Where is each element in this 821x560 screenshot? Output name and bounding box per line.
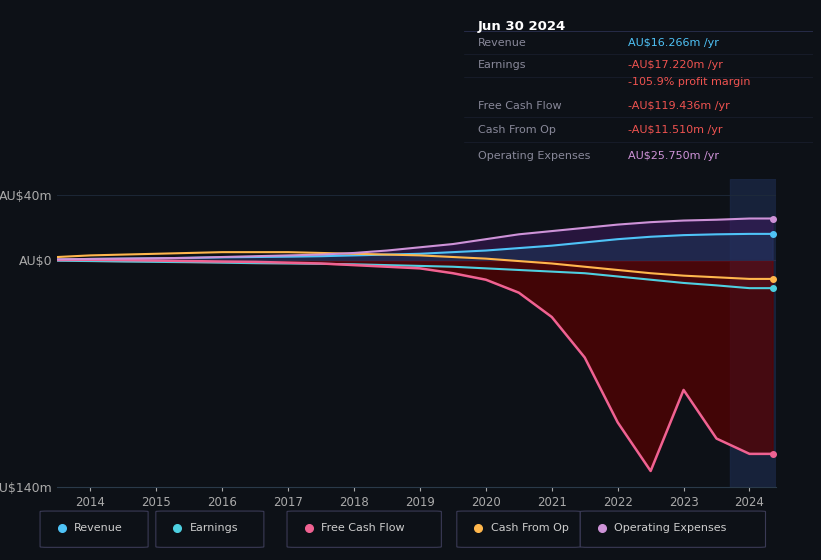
FancyBboxPatch shape xyxy=(287,511,442,547)
Text: Operating Expenses: Operating Expenses xyxy=(614,523,727,533)
Text: Revenue: Revenue xyxy=(74,523,123,533)
Text: Revenue: Revenue xyxy=(478,38,526,48)
Bar xyxy=(730,179,776,487)
Text: Operating Expenses: Operating Expenses xyxy=(478,151,590,161)
Text: -AU$119.436m /yr: -AU$119.436m /yr xyxy=(628,101,730,111)
Text: -AU$11.510m /yr: -AU$11.510m /yr xyxy=(628,125,722,136)
Text: -AU$17.220m /yr: -AU$17.220m /yr xyxy=(628,60,722,71)
Text: Free Cash Flow: Free Cash Flow xyxy=(321,523,405,533)
FancyBboxPatch shape xyxy=(580,511,765,547)
Text: Free Cash Flow: Free Cash Flow xyxy=(478,101,562,111)
Text: AU$16.266m /yr: AU$16.266m /yr xyxy=(628,38,718,48)
Text: Earnings: Earnings xyxy=(190,523,238,533)
FancyBboxPatch shape xyxy=(456,511,580,547)
Text: AU$25.750m /yr: AU$25.750m /yr xyxy=(628,151,719,161)
FancyBboxPatch shape xyxy=(156,511,264,547)
Text: Jun 30 2024: Jun 30 2024 xyxy=(478,20,566,33)
Text: Earnings: Earnings xyxy=(478,60,526,71)
Text: Cash From Op: Cash From Op xyxy=(478,125,556,136)
Text: -105.9% profit margin: -105.9% profit margin xyxy=(628,77,750,87)
FancyBboxPatch shape xyxy=(40,511,148,547)
Text: Cash From Op: Cash From Op xyxy=(491,523,569,533)
